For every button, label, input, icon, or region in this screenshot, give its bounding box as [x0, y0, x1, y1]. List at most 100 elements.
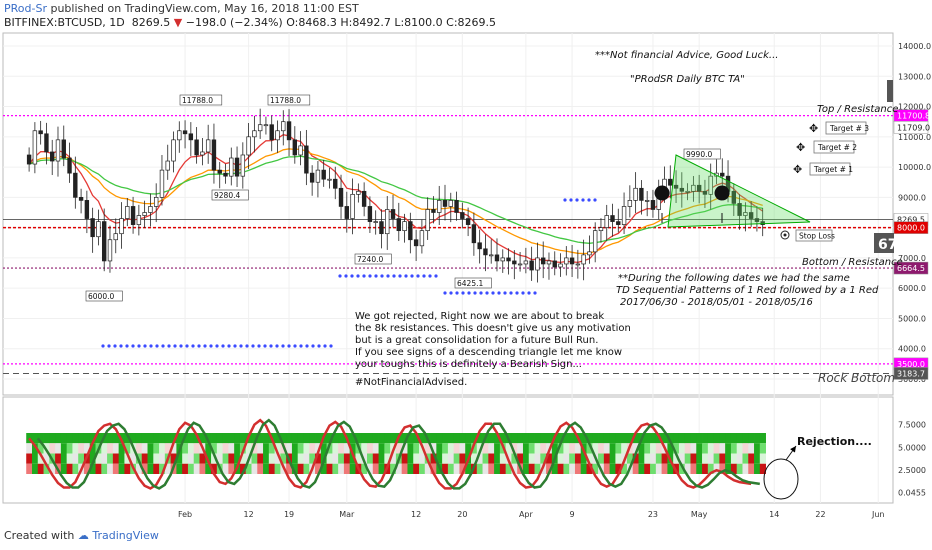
support-dot [398, 274, 402, 278]
heatmap-cell [644, 433, 651, 444]
heatmap-cell [494, 463, 501, 474]
heatmap-cell [159, 463, 166, 474]
heatmap-cell [615, 453, 622, 464]
heatmap-cell [390, 433, 397, 444]
heatmap-cell [101, 443, 108, 454]
heatmap-cell [730, 433, 738, 444]
heatmap-cell [135, 463, 143, 474]
ohlc-low: L:8100.0 [394, 16, 443, 29]
price-label: 8000.0 [897, 224, 925, 233]
price-label: 8269.5 [897, 215, 925, 224]
heatmap-cell [684, 443, 691, 454]
heatmap-cell [419, 433, 426, 444]
heatmap-cell [586, 463, 593, 474]
heatmap-cell [736, 463, 743, 474]
price-label-box [893, 121, 929, 134]
heatmap-cell [332, 453, 339, 464]
support-dot [350, 274, 354, 278]
candle-down [286, 121, 292, 141]
price-label: 6664.5 [897, 264, 925, 273]
candle-up [419, 230, 425, 247]
candle-up [425, 209, 430, 232]
heatmap-cell [286, 443, 293, 454]
heatmap-cell [309, 433, 316, 444]
heatmap-cell [170, 443, 177, 454]
heatmap-cell [193, 453, 200, 464]
heatmap-cell [730, 443, 738, 454]
ema-mid-line [28, 148, 763, 255]
heatmap-cell [725, 453, 732, 464]
support-dot [422, 274, 426, 278]
heatmap-cell [759, 453, 766, 464]
candle-up [327, 178, 332, 181]
price-callout: 6425.1 [457, 279, 483, 288]
candle-up [587, 251, 592, 256]
heatmap-cell [89, 463, 96, 474]
support-dot [368, 274, 372, 278]
symbol-line: BITFINEX:BTCUSD, 1D 8269.5 ▼ −198.0 (−2.… [4, 16, 496, 29]
heatmap-cell [176, 433, 183, 444]
support-dot [125, 344, 129, 348]
support-dot [374, 274, 378, 278]
stop-loss-marker: Stop Loss [780, 229, 835, 242]
heatmap-cell [326, 443, 333, 454]
heatmap-cell [280, 453, 287, 464]
candle-up [627, 200, 633, 207]
heatmap-cell [95, 463, 102, 474]
heatmap-cell [112, 443, 120, 454]
x-tick-label: 14 [769, 510, 779, 519]
candle-down [234, 157, 240, 177]
heatmap-cell [661, 433, 668, 444]
heatmap-cell [459, 463, 466, 474]
heatmap-cell [176, 453, 183, 464]
heatmap-cell [470, 433, 478, 444]
y-tick-label: 13000.0 [898, 72, 931, 81]
heatmap-cell [378, 433, 385, 444]
candle-down [610, 215, 615, 222]
support-dot [185, 344, 189, 348]
heatmap-cell [511, 433, 518, 444]
heatmap-cell [673, 453, 680, 464]
support-dot [143, 344, 147, 348]
heatmap-cell [297, 463, 304, 474]
heatmap-cell [580, 463, 587, 474]
heatmap-cell [580, 453, 587, 464]
rejection-circle [763, 458, 799, 500]
support-dot [275, 344, 279, 348]
support-dot [461, 291, 465, 295]
osc-y-tick-label: 7.5000 [898, 421, 926, 430]
heatmap-cell [153, 463, 160, 474]
heatmap-cell [95, 453, 102, 464]
heatmap-cell [540, 433, 547, 444]
heatmap-cell [528, 453, 535, 464]
author-link[interactable]: PRod-Sr [4, 2, 47, 15]
heatmap-cell [187, 463, 195, 474]
candle-up [263, 124, 269, 127]
heatmap-cell [459, 443, 466, 454]
oscillator-line-green [36, 418, 760, 490]
heatmap-cell [494, 453, 501, 464]
candle-up [275, 130, 280, 141]
heatmap-cell [569, 433, 576, 444]
support-dot [173, 344, 177, 348]
target-1-box [809, 162, 851, 176]
support-dot [380, 274, 384, 278]
heatmap-cell [505, 463, 512, 474]
heatmap-cell [66, 443, 73, 454]
heatmap-cell [730, 463, 738, 474]
heatmap-cell [673, 443, 680, 454]
heatmap-cell [309, 453, 316, 464]
candle-up [685, 190, 690, 193]
heatmap-cell [31, 443, 39, 454]
heatmap-cell [245, 443, 252, 454]
heatmap-cell [164, 443, 172, 454]
heatmap-cell [216, 433, 224, 444]
target-2-icon: ✥ [796, 141, 805, 154]
heatmap-cell [713, 463, 720, 474]
heatmap-cell [442, 433, 449, 444]
analysis-body: We got rejected, Right now we are about … [355, 311, 631, 388]
candle-down [702, 190, 708, 195]
heatmap-cell [31, 453, 39, 464]
tradingview-brand[interactable]: TradingView [92, 529, 159, 542]
scale-handle[interactable] [887, 80, 893, 102]
